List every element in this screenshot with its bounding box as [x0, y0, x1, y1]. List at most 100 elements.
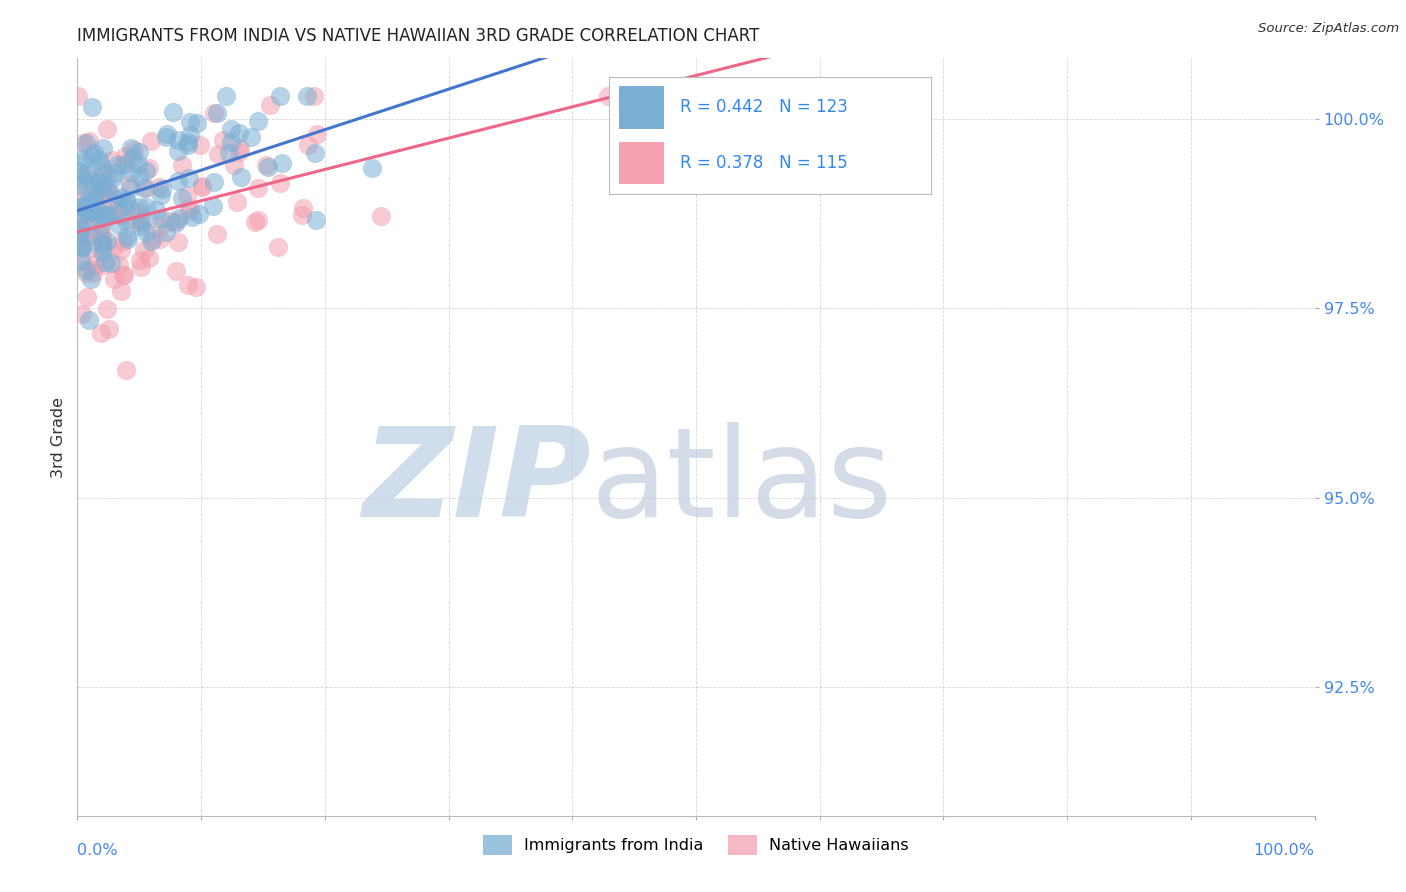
- Point: [167, 132, 190, 146]
- Point: [70, 238, 93, 252]
- Point: [145, 202, 167, 217]
- Point: [115, 363, 138, 377]
- Point: [82, 149, 104, 163]
- Point: [149, 219, 172, 234]
- Point: [219, 136, 242, 150]
- Point: [132, 243, 155, 257]
- Point: [245, 215, 267, 229]
- Point: [103, 170, 125, 185]
- Point: [103, 272, 125, 286]
- Point: [110, 243, 132, 257]
- Point: [75, 167, 97, 181]
- Point: [69, 220, 91, 235]
- Point: [89, 184, 111, 198]
- Point: [202, 175, 225, 189]
- Point: [127, 157, 149, 171]
- Point: [177, 135, 200, 149]
- Legend: Immigrants from India, Native Hawaiians: Immigrants from India, Native Hawaiians: [477, 829, 915, 862]
- Point: [120, 177, 142, 191]
- Point: [305, 128, 328, 142]
- Point: [165, 264, 187, 278]
- Point: [75, 136, 97, 150]
- Point: [142, 232, 165, 246]
- Point: [302, 89, 325, 103]
- Point: [86, 185, 108, 199]
- Point: [259, 98, 281, 112]
- Point: [207, 146, 229, 161]
- Point: [70, 239, 93, 253]
- Point: [70, 221, 93, 235]
- Point: [292, 202, 315, 216]
- Point: [96, 122, 118, 136]
- Point: [127, 205, 149, 219]
- Point: [187, 207, 209, 221]
- Point: [246, 212, 269, 227]
- Point: [97, 186, 120, 200]
- Point: [72, 307, 94, 321]
- Point: [148, 180, 170, 194]
- Point: [110, 285, 132, 299]
- Point: [72, 151, 94, 165]
- Point: [72, 239, 94, 253]
- Point: [77, 202, 100, 216]
- Point: [93, 183, 115, 197]
- Point: [128, 145, 150, 160]
- Point: [135, 164, 157, 178]
- Point: [86, 175, 108, 189]
- Point: [70, 252, 93, 266]
- Point: [108, 258, 131, 272]
- Point: [114, 213, 136, 227]
- Point: [75, 167, 97, 181]
- Point: [76, 205, 98, 219]
- Point: [135, 181, 157, 195]
- Point: [138, 252, 160, 266]
- Point: [94, 207, 117, 221]
- Point: [98, 322, 121, 336]
- Point: [122, 143, 145, 157]
- Point: [89, 176, 111, 190]
- Point: [120, 141, 142, 155]
- Point: [70, 211, 93, 225]
- Point: [155, 129, 177, 144]
- Point: [205, 106, 228, 120]
- Point: [128, 200, 150, 214]
- Point: [76, 266, 98, 280]
- Point: [98, 207, 121, 221]
- Point: [163, 216, 186, 230]
- Point: [191, 179, 214, 194]
- Point: [202, 106, 225, 120]
- Point: [305, 212, 328, 227]
- Point: [80, 241, 103, 255]
- Point: [90, 222, 112, 236]
- Point: [269, 89, 291, 103]
- Point: [77, 190, 100, 204]
- Point: [90, 231, 112, 245]
- Point: [129, 210, 152, 224]
- Point: [80, 272, 103, 286]
- Point: [201, 199, 224, 213]
- Point: [80, 211, 103, 225]
- Point: [297, 138, 319, 153]
- Point: [93, 255, 115, 269]
- Point: [96, 181, 118, 195]
- Point: [90, 235, 112, 249]
- Point: [110, 190, 132, 204]
- Point: [112, 157, 135, 171]
- Point: [184, 280, 207, 294]
- Point: [172, 158, 194, 172]
- Point: [96, 301, 118, 316]
- Point: [80, 204, 103, 219]
- Point: [247, 181, 270, 195]
- Point: [239, 130, 262, 145]
- Point: [218, 146, 240, 161]
- Point: [176, 189, 198, 203]
- Point: [70, 230, 93, 244]
- Point: [138, 161, 160, 175]
- Point: [103, 240, 125, 254]
- Point: [167, 211, 190, 226]
- Point: [69, 232, 91, 246]
- Text: Source: ZipAtlas.com: Source: ZipAtlas.com: [1258, 22, 1399, 36]
- Point: [150, 182, 173, 196]
- Point: [100, 256, 122, 270]
- Text: IMMIGRANTS FROM INDIA VS NATIVE HAWAIIAN 3RD GRADE CORRELATION CHART: IMMIGRANTS FROM INDIA VS NATIVE HAWAIIAN…: [77, 28, 759, 45]
